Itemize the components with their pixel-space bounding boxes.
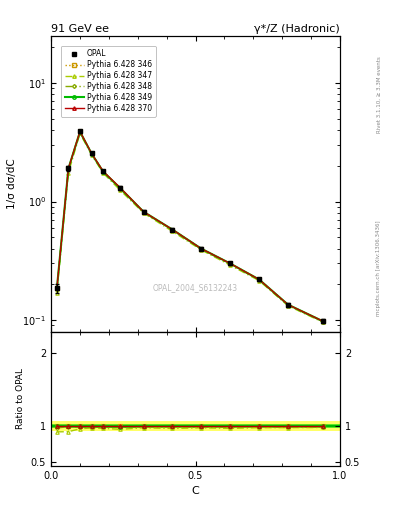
- Y-axis label: 1/σ dσ/dC: 1/σ dσ/dC: [7, 158, 17, 209]
- Text: Rivet 3.1.10, ≥ 3.3M events: Rivet 3.1.10, ≥ 3.3M events: [376, 57, 381, 134]
- Text: mcplots.cern.ch [arXiv:1306.3436]: mcplots.cern.ch [arXiv:1306.3436]: [376, 220, 381, 316]
- Y-axis label: Ratio to OPAL: Ratio to OPAL: [16, 368, 25, 429]
- Text: OPAL_2004_S6132243: OPAL_2004_S6132243: [153, 283, 238, 292]
- Text: γ*/Z (Hadronic): γ*/Z (Hadronic): [254, 24, 340, 34]
- Text: 91 GeV ee: 91 GeV ee: [51, 24, 109, 34]
- X-axis label: C: C: [192, 486, 199, 496]
- Legend: OPAL, Pythia 6.428 346, Pythia 6.428 347, Pythia 6.428 348, Pythia 6.428 349, Py: OPAL, Pythia 6.428 346, Pythia 6.428 347…: [61, 46, 156, 117]
